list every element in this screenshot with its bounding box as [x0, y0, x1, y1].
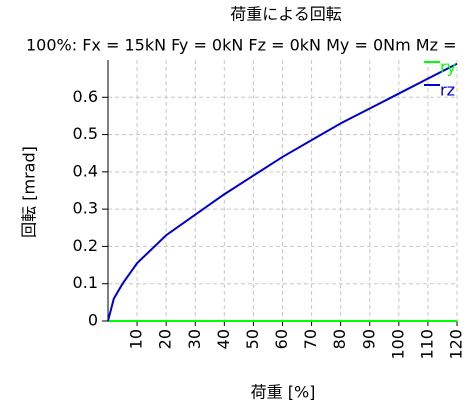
legend-label: rz [440, 81, 455, 100]
y-tick-label: 0.1 [73, 273, 98, 292]
chart-subtitle: 100%: Fx = 15kN Fy = 0kN Fz = 0kN My = 0… [26, 36, 456, 55]
y-tick-label: 0.3 [73, 199, 98, 218]
y-tick-label: 0.4 [73, 161, 98, 180]
x-tick-label: 40 [214, 329, 233, 349]
x-tick-label: 30 [185, 329, 204, 349]
x-tick-label: 90 [359, 329, 378, 349]
x-tick-label: 120 [447, 329, 466, 360]
x-tick-label: 10 [127, 329, 146, 349]
y-axis-label: 回転 [mrad] [20, 146, 39, 238]
y-tick-label: 0.2 [73, 236, 98, 255]
x-tick-label: 80 [330, 329, 349, 349]
x-tick-label: 110 [417, 329, 436, 360]
y-tick-label: 0.5 [73, 124, 98, 143]
x-tick-label: 100 [388, 329, 407, 360]
x-tick-label: 50 [243, 329, 262, 349]
x-tick-label: 60 [272, 329, 291, 349]
x-tick-label: 20 [156, 329, 175, 349]
chart-title: 荷重による回転 [230, 5, 342, 24]
legend-label: ry [440, 58, 456, 77]
x-axis-label: 荷重 [%] [251, 383, 316, 402]
series-line [107, 62, 458, 322]
x-tick-label: 70 [301, 329, 320, 349]
y-tick-label: 0 [88, 311, 98, 330]
y-tick-label: 0.6 [73, 87, 98, 106]
